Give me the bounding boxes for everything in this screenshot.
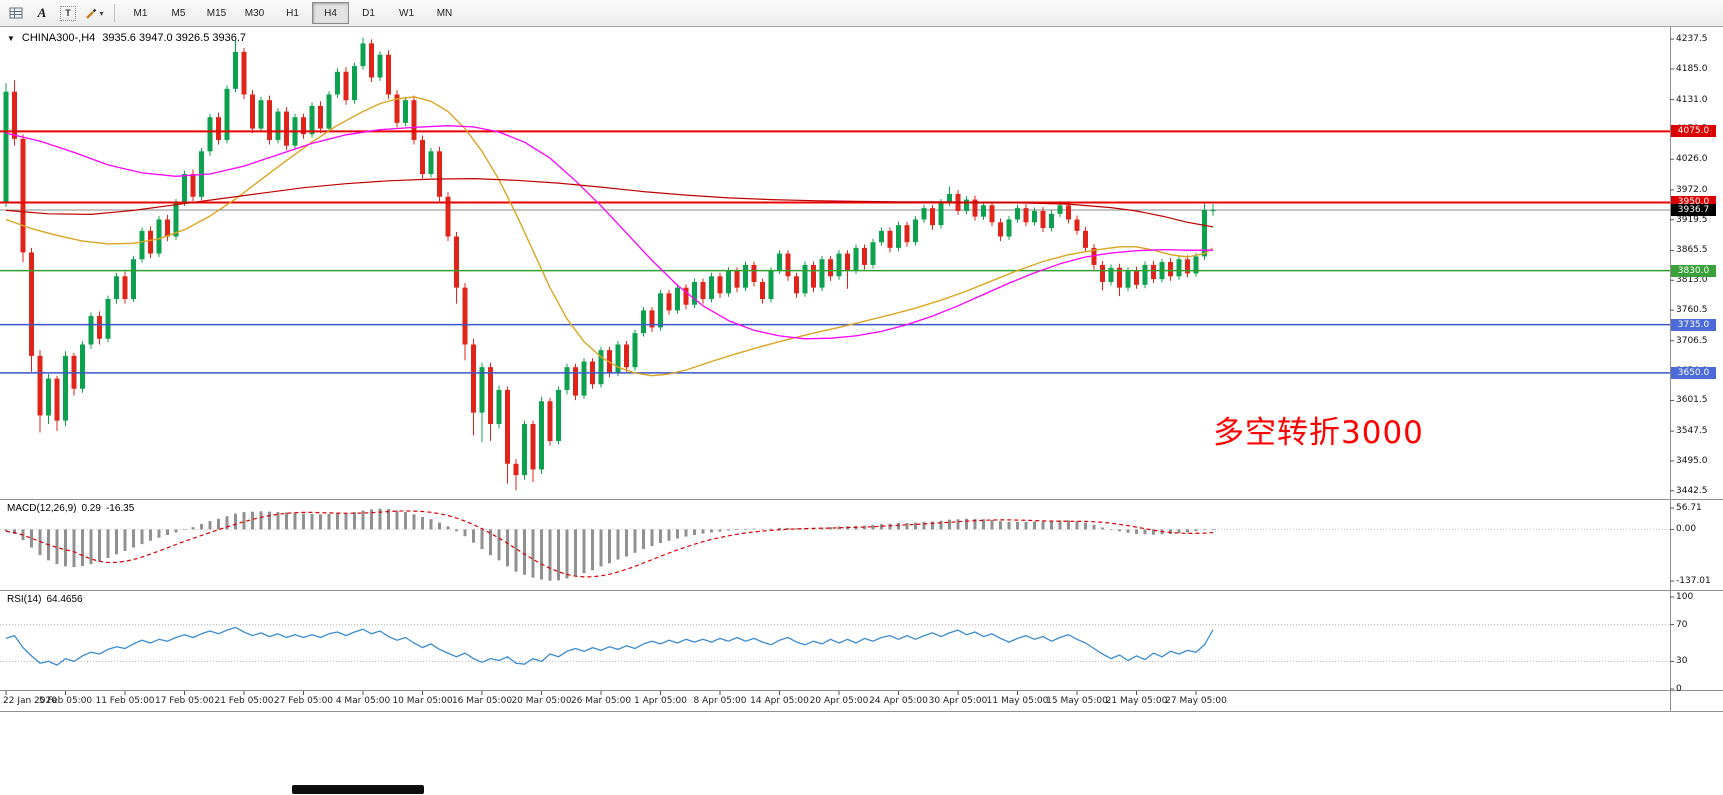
macd-axis-label: -137.01 (1676, 576, 1711, 587)
price-axis-label: 4131.0 (1676, 94, 1708, 105)
time-axis[interactable]: 22 Jan 2020 5 Feb 05:00 11 Feb 05:00 17 Feb… (0, 691, 1670, 711)
drawing-tool-icon[interactable]: ▾ (81, 1, 107, 25)
rsi-label: RSI(14) 64.4656 (7, 594, 83, 605)
timeframe-button-w1[interactable]: W1 (399, 7, 414, 19)
price-axis-label: 3547.5 (1676, 426, 1708, 437)
price-axis-label: 3813.0 (1676, 275, 1708, 286)
time-axis-label: 17 Feb 05:00 (154, 696, 215, 706)
time-axis-label: 27 May 05:00 (1165, 696, 1227, 706)
time-axis-label: 14 Apr 05:00 (750, 696, 809, 706)
time-axis-label: 11 May 05:00 (986, 696, 1049, 706)
timeframe-button-m1[interactable]: M1 (133, 7, 148, 19)
price-level-tag: 3735.0 (1671, 318, 1716, 331)
chart-plot[interactable] (0, 27, 1723, 795)
pane-splitter-macd[interactable] (0, 498, 1723, 501)
macd-histogram (4, 508, 1215, 581)
collapse-arrow-icon[interactable]: ▼ (7, 33, 15, 43)
toolbar-separator (114, 4, 115, 22)
price-axis-label: 3760.5 (1676, 305, 1708, 316)
price-axis-label: 4026.0 (1676, 154, 1708, 165)
timeframe-button-d1[interactable]: D1 (362, 7, 375, 19)
macd-value: 0.29 (81, 503, 101, 514)
price-axis-label: 3442.5 (1676, 485, 1708, 496)
time-axis-label: 21 May 05:00 (1105, 696, 1168, 706)
time-axis-label: 4 Mar 05:00 (335, 696, 391, 706)
text-tool-glyph: A (37, 5, 47, 20)
timeframe-button-m15[interactable]: M15 (206, 7, 227, 19)
time-axis-label: 5 Feb 05:00 (38, 696, 93, 706)
macd-name: MACD(12,26,9) (7, 503, 77, 514)
price-level-tag: 3830.0 (1671, 264, 1716, 277)
chart-window: ▼ CHINA300-,H4 3935.6 3947.0 3926.5 3936… (0, 27, 1723, 795)
chart-annotation: 多空转折3000 (1213, 415, 1424, 451)
text-label-glyph: T (60, 5, 76, 21)
time-axis-label: 1 Apr 05:00 (634, 696, 687, 706)
price-level-tag: 4075.0 (1671, 125, 1716, 138)
price-axis-label: 3972.0 (1676, 184, 1708, 195)
time-axis-label: 22 Jan 2020 (3, 696, 57, 706)
time-axis-label: 16 Mar 05:00 (451, 696, 513, 706)
rsi-name: RSI(14) (7, 594, 42, 605)
price-axis-label: 3706.5 (1676, 335, 1708, 346)
timeframe-button-h1[interactable]: H1 (286, 7, 299, 19)
price-axis-label: 3865.5 (1676, 245, 1708, 256)
time-axis-label: 27 Feb 05:00 (273, 696, 334, 706)
dropdown-caret-icon: ▾ (99, 8, 104, 18)
time-axis-label: 11 Feb 05:00 (95, 696, 155, 706)
price-axis-label: 4237.5 (1676, 34, 1708, 45)
price-axis-label: 3495.0 (1676, 455, 1708, 466)
price-axis-label: 3919.5 (1676, 214, 1708, 225)
time-axis-label: 20 Apr 05:00 (809, 696, 869, 706)
background-window-edge (292, 785, 424, 794)
timeframe-button-m30[interactable]: M30 (244, 7, 265, 19)
price-axis-label: 3601.5 (1676, 395, 1708, 406)
timeframe-button-h4[interactable]: H4 (312, 2, 349, 24)
rsi-value: 64.4656 (46, 594, 83, 605)
time-axis-label: 15 May 05:00 (1046, 696, 1108, 706)
timeframe-button-m5[interactable]: M5 (171, 7, 186, 19)
time-axis-label: 26 Mar 05:00 (570, 696, 632, 706)
pane-splitter-rsi[interactable] (0, 589, 1723, 592)
text-tool-icon[interactable]: A (29, 1, 55, 25)
macd-axis-label: 56.71 (1676, 503, 1702, 514)
pencil-icon (86, 8, 97, 19)
rsi-axis-label: 30 (1676, 656, 1688, 667)
rsi-axis-label: 70 (1676, 619, 1688, 630)
text-label-tool-icon[interactable]: T (55, 1, 81, 25)
macd-signal-value: -16.35 (105, 503, 135, 514)
time-axis-label: 24 Apr 05:00 (869, 696, 928, 706)
grid-glyph (9, 7, 23, 19)
rsi-axis-label: 0 (1676, 684, 1682, 694)
time-axis-label: 10 Mar 05:00 (392, 696, 453, 706)
chart-grid-icon[interactable] (3, 1, 29, 25)
timeframe-bar: M1 M5 M15 M30 H1 H4 D1 W1 MN (122, 2, 463, 24)
price-axis-label: 4185.0 (1676, 63, 1708, 74)
ohlc-values: 3935.6 3947.0 3926.5 3936.7 (102, 32, 247, 44)
macd-axis-label: 0.00 (1676, 524, 1697, 535)
current-price-tag: 3936.7 (1671, 203, 1716, 216)
timeframe-button-mn[interactable]: MN (436, 7, 453, 19)
rsi-axis-label: 100 (1676, 592, 1694, 602)
symbol-period: CHINA300-,H4 (21, 32, 96, 44)
toolbar: A T ▾ M1 M5 M15 M30 H1 H4 D1 W1 MN (0, 0, 1723, 27)
macd-label: MACD(12,26,9) 0.29 -16.35 (7, 503, 134, 514)
time-axis-label: 20 Mar 05:00 (511, 696, 572, 706)
chart-header: ▼ CHINA300-,H4 3935.6 3947.0 3926.5 3936… (7, 32, 246, 44)
time-axis-label: 30 Apr 05:00 (928, 696, 988, 706)
time-axis-label: 21 Feb 05:00 (214, 696, 274, 706)
price-axis[interactable]: 4237.54185.04131.04078.54026.03972.03919… (1671, 27, 1723, 795)
price-level-tag: 3650.0 (1671, 366, 1716, 379)
time-axis-label: 8 Apr 05:00 (693, 696, 747, 706)
